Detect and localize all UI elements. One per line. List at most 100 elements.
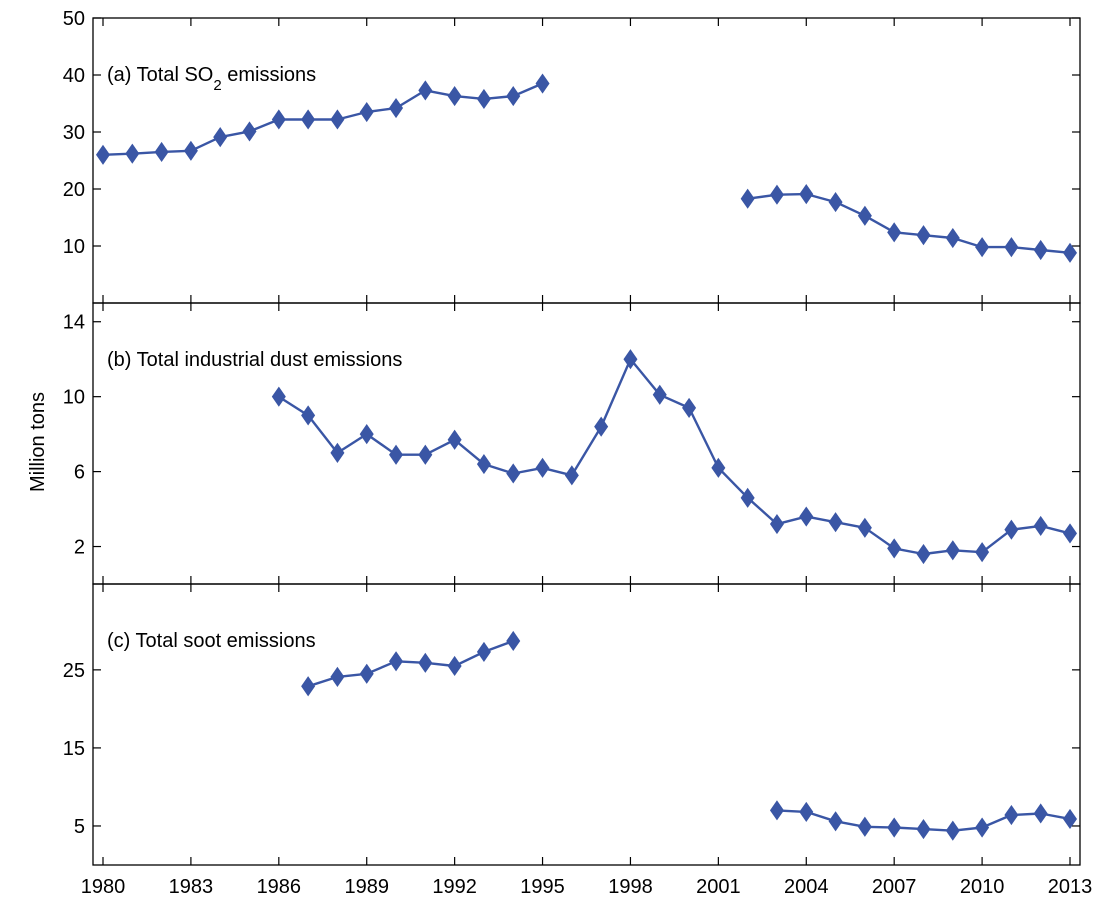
y-tick-label-so2-1: 20 <box>63 179 85 201</box>
data-point-soot-1989 <box>359 663 374 684</box>
data-point-dust-2006 <box>857 517 872 538</box>
x-tick-label-1: 1983 <box>169 876 214 898</box>
data-point-so2-1986 <box>271 109 286 130</box>
data-point-so2-1981 <box>125 143 140 164</box>
data-point-dust-1986 <box>271 386 286 407</box>
x-tick-label-0: 1980 <box>81 876 126 898</box>
data-point-dust-1995 <box>535 457 550 478</box>
x-tick-label-8: 2004 <box>784 876 829 898</box>
x-tick-label-4: 1992 <box>432 876 477 898</box>
data-point-so2-2011 <box>1004 237 1019 258</box>
data-point-dust-2012 <box>1033 515 1048 537</box>
data-point-so2-2002 <box>740 188 755 209</box>
data-point-soot-2010 <box>975 817 990 838</box>
y-tick-label-dust-2: 10 <box>63 387 85 409</box>
y-tick-label-so2-0: 10 <box>63 236 85 258</box>
y-tick-label-soot-0: 5 <box>74 816 85 838</box>
y-tick-label-dust-1: 6 <box>74 462 85 484</box>
data-point-so2-1993 <box>476 88 491 110</box>
data-point-soot-1992 <box>447 655 462 677</box>
x-tick-label-2: 1986 <box>257 876 302 898</box>
data-point-so2-1990 <box>389 97 404 119</box>
data-point-dust-2010 <box>975 542 990 563</box>
data-point-dust-1992 <box>447 429 462 450</box>
data-point-so2-2010 <box>975 237 990 258</box>
data-point-so2-1992 <box>447 86 462 107</box>
data-point-dust-1996 <box>564 465 579 486</box>
data-point-dust-1991 <box>418 444 433 465</box>
y-tick-label-dust-3: 14 <box>63 312 85 334</box>
data-point-so2-1984 <box>213 127 228 148</box>
data-point-dust-2005 <box>828 512 843 533</box>
data-point-dust-2002 <box>740 487 755 508</box>
data-point-dust-2003 <box>769 513 784 535</box>
data-point-so2-2006 <box>857 205 872 226</box>
data-point-dust-2001 <box>711 457 726 478</box>
data-point-dust-2013 <box>1062 523 1078 544</box>
data-point-so2-2003 <box>769 184 784 205</box>
data-point-soot-2004 <box>799 801 814 822</box>
panel-frame-so2 <box>92 17 1081 304</box>
data-point-dust-1990 <box>389 444 404 465</box>
data-point-soot-1987 <box>301 676 316 697</box>
data-point-dust-1998 <box>623 349 638 370</box>
x-tick-label-11: 2013 <box>1048 876 1093 898</box>
data-point-so2-2008 <box>916 225 931 246</box>
data-point-soot-2009 <box>945 820 960 841</box>
data-point-so2-1987 <box>301 109 316 130</box>
x-tick-label-10: 2010 <box>960 876 1005 898</box>
data-point-dust-1999 <box>652 384 667 405</box>
data-point-so2-2004 <box>799 184 814 205</box>
data-point-dust-2007 <box>887 538 902 559</box>
panel-label-soot: (c) Total soot emissions <box>107 630 316 652</box>
data-point-soot-2005 <box>828 811 843 832</box>
data-point-so2-2012 <box>1033 239 1048 261</box>
data-point-dust-2008 <box>916 543 931 565</box>
data-point-so2-1991 <box>418 80 433 101</box>
y-tick-label-soot-2: 25 <box>63 660 85 682</box>
x-tick-label-3: 1989 <box>344 876 389 898</box>
data-point-so2-2007 <box>887 222 902 243</box>
data-point-so2-2009 <box>945 227 960 249</box>
data-point-soot-2012 <box>1033 803 1048 824</box>
data-point-so2-2013 <box>1062 242 1078 263</box>
x-tick-label-6: 1998 <box>608 876 653 898</box>
data-point-soot-1991 <box>418 652 433 673</box>
data-point-dust-2011 <box>1004 519 1019 540</box>
data-point-so2-1982 <box>154 141 169 163</box>
panel-frame-dust <box>92 302 1081 585</box>
x-tick-label-7: 2001 <box>696 876 741 898</box>
y-tick-label-so2-4: 50 <box>63 8 85 30</box>
data-point-so2-2005 <box>828 192 843 213</box>
data-point-soot-2006 <box>857 816 872 837</box>
data-point-soot-1990 <box>389 651 404 672</box>
x-tick-label-5: 1995 <box>520 876 565 898</box>
data-point-so2-1995 <box>535 73 550 94</box>
series-line-so2-1 <box>747 192 1071 254</box>
data-point-so2-1994 <box>506 86 521 107</box>
data-point-dust-1997 <box>594 416 609 437</box>
series-line-so2-0 <box>102 82 543 156</box>
y-tick-label-so2-3: 40 <box>63 65 85 87</box>
y-tick-label-dust-0: 2 <box>74 537 85 559</box>
data-point-dust-1989 <box>359 424 374 445</box>
data-point-so2-1980 <box>95 144 111 165</box>
series-line-dust-0 <box>278 358 1071 556</box>
data-point-soot-2011 <box>1004 804 1019 826</box>
panel-frame-soot <box>92 583 1081 866</box>
data-point-dust-1994 <box>506 463 521 484</box>
y-tick-label-soot-1: 15 <box>63 738 85 760</box>
y-tick-label-so2-2: 30 <box>63 122 85 144</box>
panel-label-dust: (b) Total industrial dust emissions <box>107 349 402 371</box>
y-axis-label: Million tons <box>27 392 49 492</box>
data-point-so2-1989 <box>359 101 374 123</box>
data-point-soot-2007 <box>887 817 902 838</box>
panel-label-so2: (a) Total SO2 emissions <box>107 64 316 94</box>
data-point-dust-1988 <box>330 442 345 463</box>
data-point-soot-2003 <box>769 800 784 821</box>
x-tick-label-9: 2007 <box>872 876 917 898</box>
data-point-dust-1987 <box>301 405 316 426</box>
data-point-soot-2008 <box>916 819 931 840</box>
data-point-soot-1988 <box>330 666 345 687</box>
